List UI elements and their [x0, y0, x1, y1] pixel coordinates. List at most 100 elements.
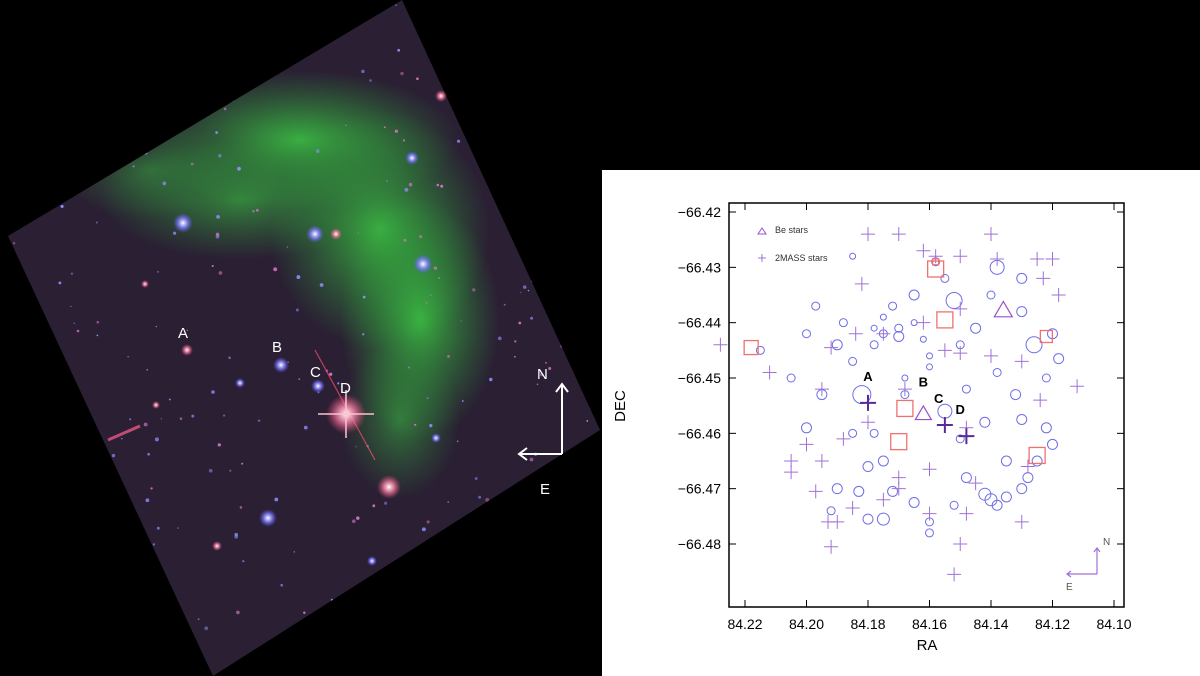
- faint-star: [181, 104, 184, 107]
- faint-star: [168, 398, 171, 401]
- faint-star: [361, 333, 365, 336]
- faint-star: [440, 184, 444, 188]
- faint-star: [540, 372, 544, 377]
- faint-star: [439, 71, 443, 76]
- faint-star: [257, 419, 261, 422]
- plus-marker: [891, 481, 906, 496]
- faint-star: [215, 131, 218, 134]
- faint-star: [579, 624, 583, 629]
- faint-star: [564, 101, 567, 103]
- faint-star: [9, 211, 13, 216]
- faint-star: [461, 400, 464, 402]
- circle-marker: [802, 329, 811, 339]
- star-annotation: D: [956, 402, 965, 417]
- faint-star: [592, 306, 596, 310]
- faint-star: [363, 18, 366, 20]
- star: [141, 280, 149, 288]
- faint-star: [94, 655, 98, 660]
- faint-star: [384, 501, 388, 505]
- faint-star: [160, 418, 163, 420]
- plus-marker: [762, 365, 777, 380]
- annotations: A BCD: [863, 369, 965, 417]
- faint-star: [211, 390, 215, 394]
- faint-star: [112, 31, 116, 36]
- faint-star: [295, 308, 299, 312]
- faint-star: [588, 177, 593, 181]
- circle-marker: [1031, 455, 1043, 467]
- faint-star: [104, 63, 107, 66]
- faint-star: [466, 619, 470, 624]
- faint-star: [42, 172, 45, 175]
- faint-star: [177, 527, 179, 529]
- faint-star: [218, 153, 222, 158]
- faint-star: [268, 49, 272, 53]
- y-tick-label: −66.45: [678, 370, 721, 386]
- plus-marker: [1030, 252, 1045, 267]
- faint-star: [408, 366, 411, 369]
- plus-marker: [824, 340, 839, 355]
- circle-marker: [908, 289, 920, 301]
- plus-marker: [897, 382, 912, 397]
- faint-star: [286, 246, 289, 248]
- faint-star: [447, 354, 450, 358]
- bold-plus-marker: [936, 417, 953, 434]
- faint-star: [356, 516, 360, 520]
- faint-star: [218, 271, 223, 275]
- plus-marker: [808, 484, 823, 499]
- circle-marker: [1010, 389, 1022, 401]
- faint-star: [234, 534, 239, 539]
- faint-star: [12, 241, 16, 245]
- circle-marker: [901, 374, 909, 382]
- plus-marker: [984, 348, 998, 363]
- plot-frame: [728, 202, 1125, 608]
- faint-star: [156, 270, 159, 273]
- circle-marker: [991, 499, 1003, 511]
- faint-star: [548, 367, 552, 370]
- faint-star: [86, 120, 90, 125]
- faint-star: [144, 560, 147, 563]
- image-star-labels: A B C D: [178, 325, 351, 397]
- faint-star: [591, 502, 595, 507]
- faint-star: [156, 526, 160, 530]
- star: [377, 475, 401, 499]
- bright-stars: [141, 90, 447, 566]
- faint-star: [557, 20, 562, 25]
- x-tick-label: 84.10: [1096, 616, 1131, 632]
- circle-marker: [961, 384, 971, 394]
- plus-marker: [1020, 459, 1035, 474]
- circle-marker: [949, 500, 959, 510]
- faint-star: [274, 497, 279, 502]
- faint-star: [429, 423, 433, 428]
- faint-star: [145, 498, 150, 503]
- faint-star: [242, 560, 245, 563]
- faint-star: [545, 361, 547, 364]
- faint-star: [554, 302, 557, 306]
- faint-star: [336, 15, 339, 18]
- circle-marker: [869, 340, 879, 350]
- faint-star: [113, 127, 118, 132]
- faint-star: [121, 437, 123, 440]
- faint-star: [388, 633, 392, 637]
- circle-marker: [848, 356, 858, 366]
- faint-star: [197, 618, 200, 621]
- faint-star: [27, 150, 30, 152]
- faint-star: [337, 382, 340, 385]
- faint-star: [362, 295, 366, 299]
- circle-marker: [888, 301, 898, 311]
- square-marker: [931, 258, 940, 266]
- faint-star: [70, 305, 72, 308]
- faint-star: [127, 356, 129, 358]
- legend-entry-2mass: 2MASS stars: [775, 253, 828, 263]
- faint-star: [84, 491, 86, 494]
- faint-star: [270, 644, 274, 648]
- y-tick-label: −66.43: [678, 259, 721, 275]
- faint-star: [186, 329, 189, 331]
- faint-star: [426, 8, 429, 10]
- plus-marker: [784, 465, 799, 480]
- faint-star: [576, 69, 580, 73]
- circle-marker: [926, 363, 933, 371]
- circle-marker: [879, 313, 887, 321]
- compass-east-label: E: [540, 481, 550, 498]
- faint-star: [522, 285, 527, 289]
- circle-marker: [894, 323, 904, 333]
